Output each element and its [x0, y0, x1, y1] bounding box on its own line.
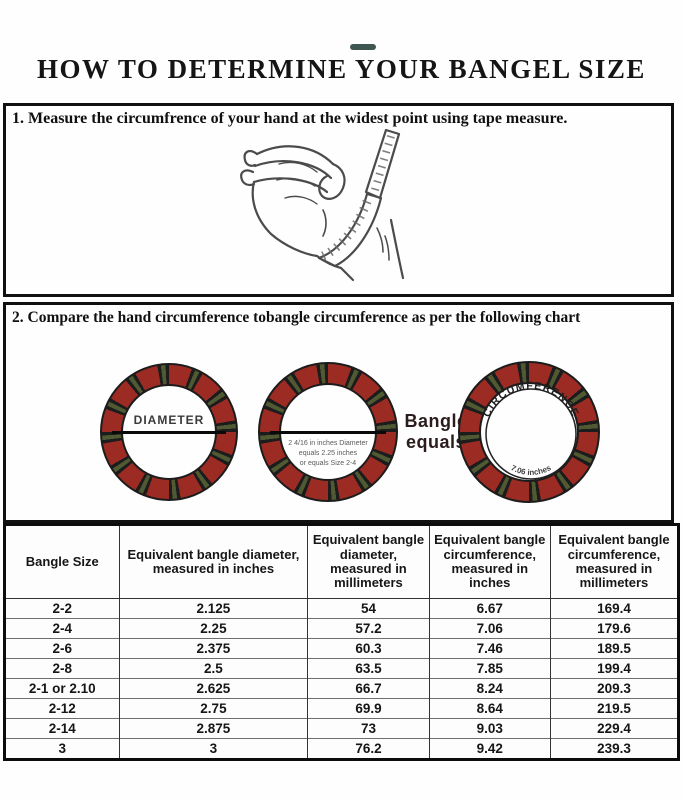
- table-cell: 239.3: [549, 738, 680, 760]
- table-cell: 199.4: [549, 658, 680, 679]
- table-header: Bangle Size Equivalent bangle diameter, …: [4, 524, 680, 599]
- table-cell: 76.2: [307, 738, 430, 760]
- caption-line: 2 4/16 in inches Diameter: [288, 440, 368, 447]
- table-cell: 7.06: [428, 618, 551, 639]
- table-row: 3 3 76.2 9.42 239.3: [4, 738, 680, 760]
- hand-tape-measure-illustration: [239, 128, 404, 282]
- table-cell: 2.25: [118, 618, 309, 639]
- table-header-row: Bangle Size Equivalent bangle diameter, …: [4, 524, 680, 599]
- table-row: 2-6 2.375 60.3 7.46 189.5: [4, 638, 680, 659]
- scan-artifact-dash: [350, 44, 376, 50]
- table-cell: 2.75: [118, 698, 309, 719]
- table-cell: 219.5: [549, 698, 680, 719]
- table-cell: 9.03: [428, 718, 551, 739]
- table-cell: 229.4: [549, 718, 680, 739]
- table-row: 2-14 2.875 73 9.03 229.4: [4, 718, 680, 739]
- table-row: 2-12 2.75 69.9 8.64 219.5: [4, 698, 680, 719]
- table-cell: 189.5: [549, 638, 680, 659]
- bangle-diameter-illustration: DIAMETER: [100, 363, 238, 501]
- table-cell: 8.24: [428, 678, 551, 699]
- table-cell: 63.5: [307, 658, 430, 679]
- table-cell: 209.3: [549, 678, 680, 699]
- table-row: 2-2 2.125 54 6.67 169.4: [4, 598, 680, 619]
- table-cell: 8.64: [428, 698, 551, 719]
- table-cell: 7.46: [428, 638, 551, 659]
- diameter-line: [112, 431, 226, 434]
- table-cell: 2-6: [4, 638, 120, 659]
- table-cell: 2-8: [4, 658, 120, 679]
- table-cell: 60.3: [307, 638, 430, 659]
- table-cell: 2.125: [118, 598, 309, 619]
- bangle-equals-label: Bangle equals: [392, 411, 480, 452]
- bangle-size-table-body: 2-2 2.125 54 6.67 169.4 2-4 2.25 57.2 7.06 179.6 2…: [4, 598, 680, 760]
- bangle-circumference-illustration: CIRCUMFERENCE 7.06 inches: [458, 361, 600, 503]
- table-cell: 69.9: [307, 698, 430, 719]
- table-row: 2-8 2.5 63.5 7.85 199.4: [4, 658, 680, 679]
- circumference-inches-label: 7.06 inches: [509, 463, 553, 477]
- table-cell: 2-14: [4, 718, 120, 739]
- circumference-text-overlay: CIRCUMFERENCE 7.06 inches: [481, 380, 581, 480]
- header-circumference-mm: Equivalent bangle circumference, measure…: [549, 524, 680, 599]
- table-row: 2-4 2.25 57.2 7.06 179.6: [4, 618, 680, 639]
- bangle-equals-line1: Bangle: [404, 411, 468, 431]
- table-cell: 73: [307, 718, 430, 739]
- table-cell: 2-1 or 2.10: [4, 678, 120, 699]
- table-cell: 3: [118, 738, 309, 760]
- header-diameter-inches: Equivalent bangle diameter, measured in …: [118, 524, 309, 599]
- step2-text: 2. Compare the hand circumference tobang…: [12, 309, 581, 326]
- bangle-equals-line2: equals: [405, 431, 467, 452]
- table-cell: 2.875: [118, 718, 309, 739]
- table-cell: 3: [4, 738, 120, 760]
- bangle-example-caption: 2 4/16 in inches Diameter equals 2.25 in…: [274, 439, 382, 468]
- circumference-arc-label: CIRCUMFERENCE: [481, 380, 580, 419]
- step2-box: 2. Compare the hand circumference tobang…: [3, 302, 674, 523]
- header-bangle-size: Bangle Size: [4, 524, 120, 599]
- table-cell: 6.67: [428, 598, 551, 619]
- diameter-line: [270, 431, 386, 434]
- bangle-example-illustration: 2 4/16 in inches Diameter equals 2.25 in…: [258, 362, 398, 502]
- diameter-label: DIAMETER: [133, 413, 205, 427]
- page-title: HOW TO DETERMINE YOUR BANGEL SIZE: [37, 54, 646, 84]
- table-cell: 2.5: [118, 658, 309, 679]
- table-cell: 9.42: [428, 738, 551, 760]
- header-diameter-mm: Equivalent bangle diameter, measured in …: [307, 524, 430, 599]
- table-cell: 2-2: [4, 598, 120, 619]
- table-cell: 66.7: [307, 678, 430, 699]
- table-cell: 2.375: [118, 638, 309, 659]
- table-cell: 57.2: [307, 618, 430, 639]
- caption-line: equals 2.25 inches: [298, 449, 358, 457]
- table-cell: 2.625: [118, 678, 309, 699]
- svg-text:CIRCUMFERENCE: CIRCUMFERENCE: [481, 380, 581, 419]
- table-cell: 54: [307, 598, 430, 619]
- table-cell: 179.6: [549, 618, 680, 639]
- table-row: 2-1 or 2.10 2.625 66.7 8.24 209.3: [4, 678, 680, 699]
- table-cell: 7.85: [428, 658, 551, 679]
- svg-text:7.06 inches: 7.06 inches: [509, 463, 553, 477]
- table-cell: 2-12: [4, 698, 120, 719]
- caption-line: or equals Size 2-4: [299, 459, 357, 467]
- step1-text: 1. Measure the circumfrence of your hand…: [12, 110, 568, 127]
- header-circumference-inches: Equivalent bangle circumference, measure…: [428, 524, 551, 599]
- table-cell: 169.4: [549, 598, 680, 619]
- step1-box: 1. Measure the circumfrence of your hand…: [3, 103, 674, 297]
- bangle-size-table: Bangle Size Equivalent bangle diameter, …: [3, 523, 680, 761]
- table-cell: 2-4: [4, 618, 120, 639]
